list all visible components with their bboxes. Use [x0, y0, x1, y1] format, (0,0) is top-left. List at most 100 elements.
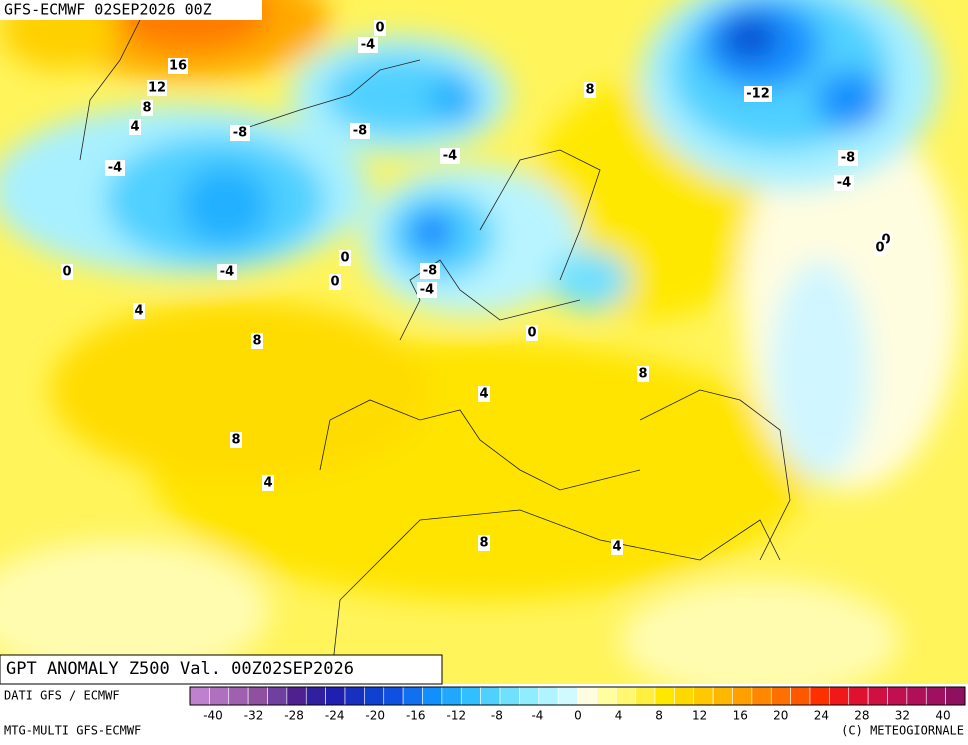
contour-label: 8 [479, 536, 488, 551]
contour-label-bg [230, 432, 242, 448]
colorbar-swatch [538, 686, 559, 706]
colorbar-swatch [247, 686, 268, 706]
colorbar-swatch [674, 686, 695, 706]
colorbar-swatch [751, 686, 772, 706]
contour-label: 0 [527, 326, 536, 341]
contour-label: 8 [585, 83, 594, 98]
contour-label: -8 [233, 126, 247, 141]
colorbar-swatch [925, 686, 946, 706]
title-box [0, 654, 443, 685]
colorbar-swatch [383, 686, 404, 706]
contour-label: -8 [841, 151, 855, 166]
colorbar-swatch [519, 686, 540, 706]
colorbar-label: -4 [531, 709, 543, 723]
contour-labels: 0-4161284-8-8-48-12-8-4-40-400-8-4004808… [61, 20, 892, 555]
colorbar-swatch [344, 686, 365, 706]
colorbar-label: 0 [574, 709, 582, 723]
contour-label: 0 [875, 241, 884, 256]
colorbar-label: -32 [244, 709, 264, 723]
colorbar-swatch [732, 686, 753, 706]
colorbar-frame [189, 686, 966, 706]
contour-label-bg [217, 264, 237, 280]
contour-label: 4 [263, 476, 272, 491]
colorbar-label: -12 [447, 709, 467, 723]
contour-label-bg [168, 58, 188, 74]
colorbar-swatch [848, 686, 869, 706]
contour-label-bg [262, 475, 274, 491]
header-box [0, 0, 262, 20]
colorbar-swatch [867, 686, 888, 706]
contour-label-bg [611, 539, 623, 555]
colorbar-swatch [654, 686, 675, 706]
contour-label-bg [105, 160, 125, 176]
contour-label-bg [584, 82, 596, 98]
contour-label-bg [147, 80, 167, 96]
data-source: DATI GFS / ECMWF [4, 689, 120, 703]
contour-label-bg [141, 100, 153, 116]
colorbar-swatch [557, 686, 578, 706]
contour-label-bg [251, 333, 263, 349]
colorbar-swatch [829, 686, 850, 706]
colorbar-swatch [305, 686, 326, 706]
contour-label-bg [417, 282, 437, 298]
colorbar: -40 -32 -28 -24 -20 -16 -12 -8 -4 0 4 8 12 16 20 24 28 32… [189, 686, 966, 723]
anomaly-field [0, 0, 968, 684]
colorbar-swatch [635, 686, 656, 706]
contour-label-bg [358, 37, 378, 53]
contour-label: 12 [148, 81, 166, 96]
contour-label: 8 [638, 367, 647, 382]
contour-label: 0 [62, 265, 71, 280]
contour-label: 4 [479, 387, 488, 402]
colorbar-swatch [887, 686, 908, 706]
contour-label-bg [834, 175, 854, 191]
colorbar-label: 24 [814, 709, 829, 723]
contour-label: 8 [142, 101, 151, 116]
colorbar-swatch [945, 686, 966, 706]
colorbar-swatch [906, 686, 927, 706]
colorbar-label: -16 [406, 709, 426, 723]
contour-label: -4 [361, 38, 375, 53]
contour-label-bg [440, 148, 460, 164]
colorbar-swatch [286, 686, 307, 706]
colorbar-swatch [460, 686, 481, 706]
colorbar-swatch [693, 686, 714, 706]
colorbar-swatch [402, 686, 423, 706]
colorbar-swatch [790, 686, 811, 706]
contour-label-bg [478, 535, 490, 551]
colorbar-label: 8 [655, 709, 663, 723]
colorbar-swatch [189, 686, 210, 706]
contour-label: 8 [252, 334, 261, 349]
colorbar-label: 28 [854, 709, 869, 723]
contour-label-bg [744, 86, 772, 102]
contour-label: 0 [330, 275, 339, 290]
colorbar-label: -24 [325, 709, 345, 723]
contour-label: -4 [443, 149, 457, 164]
contour-label: -4 [837, 176, 851, 191]
model-name: MTG-MULTI GFS-ECMWF [4, 724, 141, 738]
contour-label-bg [329, 274, 341, 290]
colorbar-label: -8 [491, 709, 503, 723]
colorbar-label: 40 [935, 709, 950, 723]
contour-label-bg [526, 325, 538, 341]
copyright: (C) METEOGIORNALE [841, 724, 964, 738]
contour-label: -4 [420, 283, 434, 298]
colorbar-swatch [712, 686, 733, 706]
colorbar-swatch [228, 686, 249, 706]
contour-label: 0 [375, 21, 384, 36]
contour-label: 16 [169, 59, 187, 74]
colorbar-swatch [422, 686, 443, 706]
colorbar-label: -28 [284, 709, 304, 723]
header-title: GFS-ECMWF 02SEP2026 00Z [4, 1, 212, 19]
contour-label: -4 [108, 161, 122, 176]
contour-label: 0 [340, 251, 349, 266]
colorbar-label: 16 [733, 709, 748, 723]
colorbar-swatch [499, 686, 520, 706]
colorbar-swatch [480, 686, 501, 706]
contour-label: 4 [134, 304, 143, 319]
colorbar-label: -20 [365, 709, 385, 723]
colorbar-label: -40 [203, 709, 223, 723]
contour-label-bg [478, 386, 490, 402]
contour-label-bg [420, 263, 440, 279]
